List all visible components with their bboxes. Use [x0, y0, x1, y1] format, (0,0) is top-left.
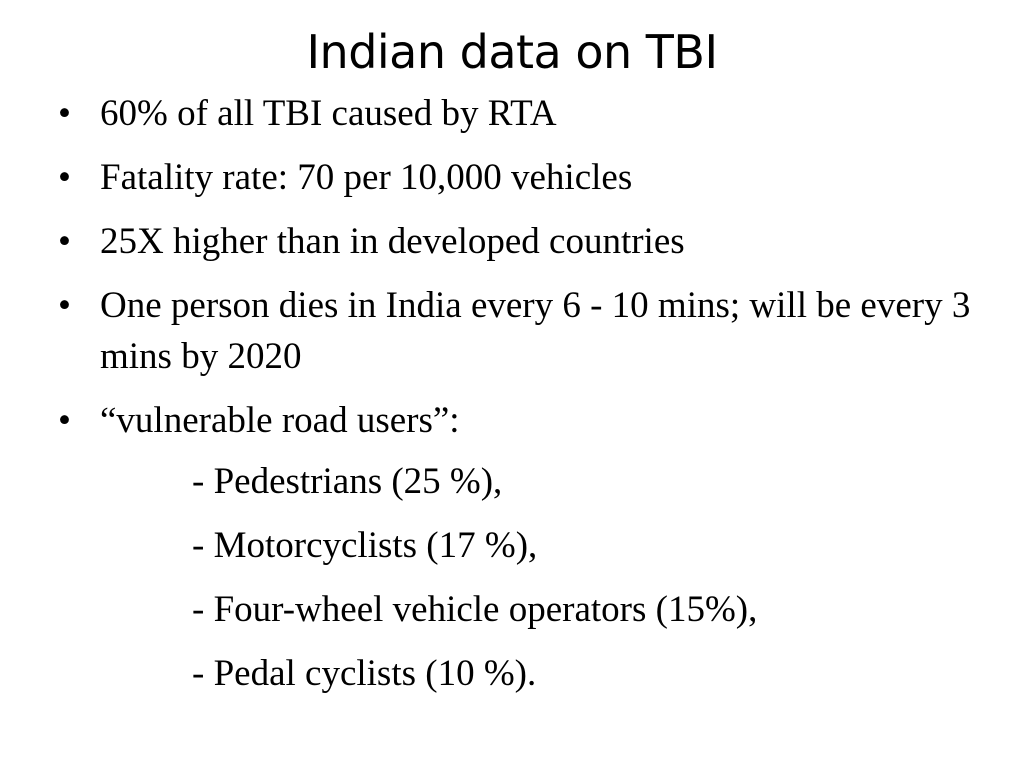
sub-item-motorcyclists: - Motorcyclists (17 %), — [192, 525, 538, 566]
bullet-text: 60% of all TBI caused by RTA — [100, 93, 557, 134]
bullet-text: Fatality rate: 70 per 10,000 vehicles — [100, 157, 633, 198]
bullet-list: • 60% of all TBI caused by RTA • Fatalit… — [58, 88, 978, 459]
sub-item-four-wheel-operators: - Four-wheel vehicle operators (15%), — [192, 589, 758, 630]
bullet-item-fatality-rate: • Fatality rate: 70 per 10,000 vehicles — [58, 152, 978, 203]
bullet-item-comparison: • 25X higher than in developed countries — [58, 216, 978, 267]
bullet-icon: • — [58, 400, 71, 441]
sub-item-pedestrians: - Pedestrians (25 %), — [192, 461, 503, 502]
bullet-icon: • — [58, 285, 71, 326]
bullet-text: One person dies in India every 6 - 10 mi… — [100, 285, 971, 377]
slide-title: Indian data on TBI — [306, 25, 718, 79]
bullet-icon: • — [58, 221, 71, 262]
bullet-text: 25X higher than in developed countries — [100, 221, 685, 262]
sub-item-pedal-cyclists: - Pedal cyclists (10 %). — [192, 653, 537, 694]
bullet-item-death-frequency: • One person dies in India every 6 - 10 … — [58, 280, 978, 382]
bullet-icon: • — [58, 93, 71, 134]
bullet-item-rta: • 60% of all TBI caused by RTA — [58, 88, 978, 139]
bullet-item-vulnerable-users: • “vulnerable road users”: — [58, 395, 978, 446]
bullet-icon: • — [58, 157, 71, 198]
vulnerable-users-list: - Pedestrians (25 %), - Motorcyclists (1… — [192, 456, 757, 712]
bullet-text: “vulnerable road users”: — [100, 400, 460, 441]
